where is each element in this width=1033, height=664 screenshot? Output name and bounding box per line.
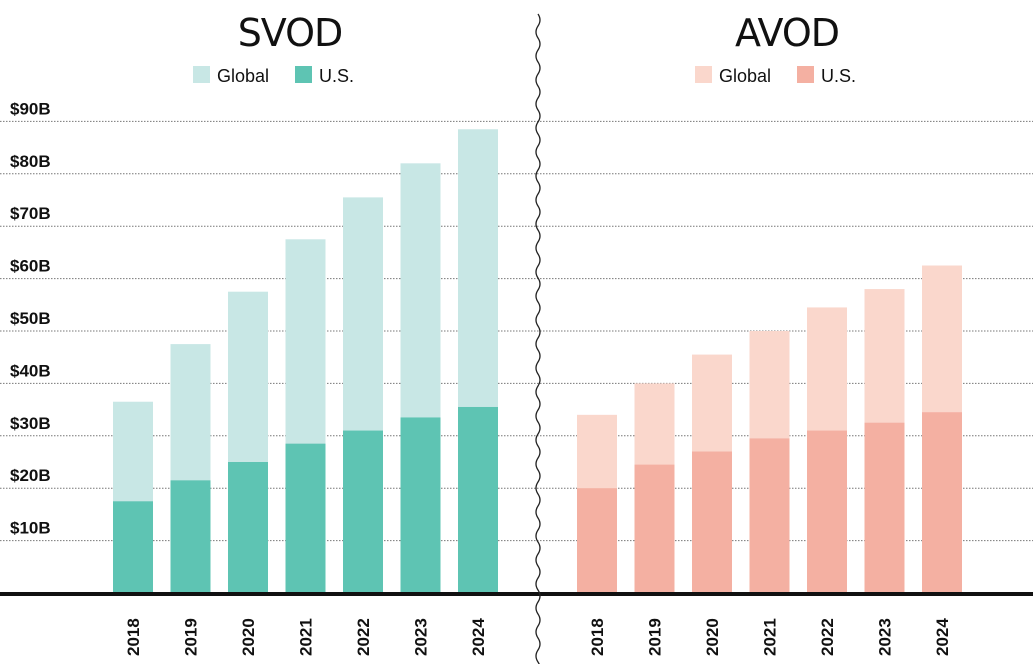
avod-bar-us-2023 (864, 422, 905, 593)
avod-bar-us-2022 (807, 430, 847, 593)
svod-legend-label-global: Global (217, 66, 269, 86)
svod-legend-swatch-us (295, 66, 312, 83)
svod-x-tick-label: 2018 (124, 618, 143, 656)
y-tick-label: $90B (10, 99, 51, 118)
avod-bar-us-2019 (634, 464, 675, 593)
svod-title: SVOD (238, 11, 343, 55)
y-tick-label: $40B (10, 361, 51, 380)
svod-x-tick-label: 2019 (182, 618, 201, 656)
y-tick-label: $30B (10, 414, 51, 433)
svod-x-tick-label: 2024 (469, 618, 488, 656)
avod-x-tick-label: 2020 (703, 618, 722, 656)
y-tick-label: $70B (10, 204, 51, 223)
svod-x-tick-label: 2022 (354, 618, 373, 656)
avod-x-tick-label: 2022 (818, 618, 837, 656)
svod-x-tick-label: 2020 (239, 618, 258, 656)
y-tick-label: $10B (10, 519, 51, 538)
panel-divider (535, 13, 541, 664)
avod-x-tick-label: 2018 (588, 618, 607, 656)
x-axis-baseline (0, 592, 1033, 596)
avod-legend-swatch-us (797, 66, 814, 83)
svod-bar-us-2020 (228, 462, 268, 593)
avod-legend-label-global: Global (719, 66, 771, 86)
avod-legend-label-us: U.S. (821, 66, 856, 86)
avod-x-tick-label: 2019 (646, 618, 665, 656)
avod-bar-us-2024 (922, 412, 962, 593)
avod-bar-us-2021 (749, 438, 790, 593)
svod-bar-us-2023 (400, 417, 441, 593)
avod-x-tick-label: 2024 (933, 618, 952, 656)
svod-bar-us-2022 (343, 430, 383, 593)
svod-bar-us-2019 (170, 480, 211, 593)
avod-bar-us-2020 (692, 451, 732, 593)
avod-legend-swatch-global (695, 66, 712, 83)
svod-x-tick-label: 2021 (297, 618, 316, 656)
y-tick-label: $80B (10, 152, 51, 171)
svod-bar-us-2021 (285, 443, 326, 593)
svod-bar-us-2018 (113, 501, 153, 593)
svod-x-tick-label: 2023 (412, 618, 431, 656)
avod-x-tick-label: 2023 (876, 618, 895, 656)
svod-legend-swatch-global (193, 66, 210, 83)
y-tick-label: $20B (10, 466, 51, 485)
y-tick-label: $50B (10, 309, 51, 328)
y-tick-label: $60B (10, 257, 51, 276)
svod-legend-label-us: U.S. (319, 66, 354, 86)
svod-bar-us-2024 (458, 406, 498, 593)
avod-bar-us-2018 (577, 488, 617, 593)
avod-title: AVOD (735, 11, 839, 55)
avod-x-tick-label: 2021 (761, 618, 780, 656)
